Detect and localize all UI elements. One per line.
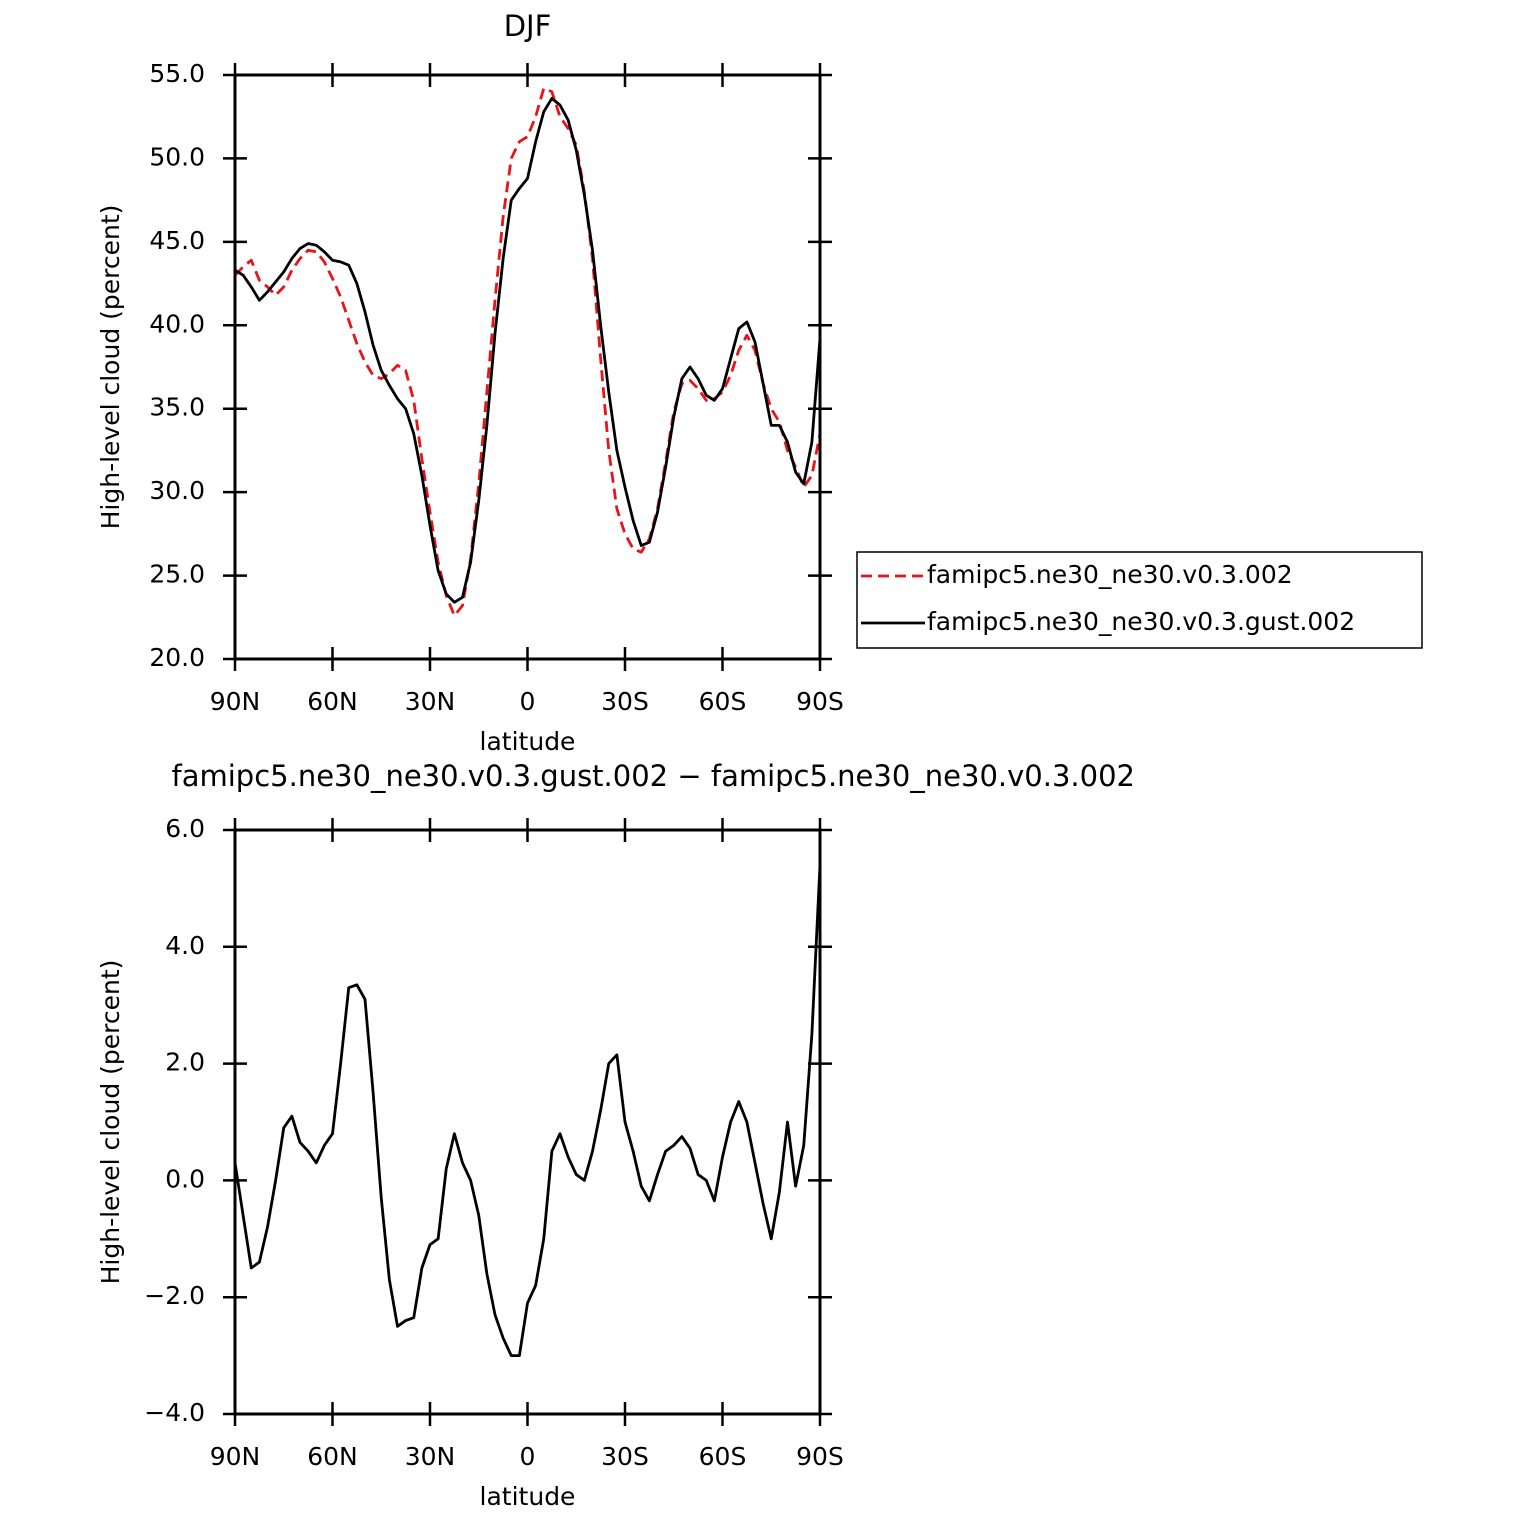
y-tick-label: 40.0 xyxy=(149,309,205,338)
plot-frame xyxy=(233,828,822,1416)
y-tick-label: 2.0 xyxy=(165,1048,205,1077)
y-tick-label: 35.0 xyxy=(149,393,205,422)
x-tick-label: 60S xyxy=(699,1442,747,1471)
x-tick-label: 90N xyxy=(210,1442,261,1471)
x-tick-label: 90S xyxy=(796,687,844,716)
series-line xyxy=(234,96,822,604)
chart-title: DJF xyxy=(504,9,552,43)
y-tick-label: 45.0 xyxy=(149,226,205,255)
x-tick-label: 30N xyxy=(405,687,456,716)
y-axis-label: High-level cloud (percent) xyxy=(96,960,125,1285)
plot-frame xyxy=(233,73,822,661)
y-tick-label: 50.0 xyxy=(149,142,205,171)
legend-label: famipc5.ne30_ne30.v0.3.gust.002 xyxy=(927,607,1355,636)
x-tick-label: 30S xyxy=(601,687,649,716)
y-tick-label: 0.0 xyxy=(165,1164,205,1193)
y-tick-label: 20.0 xyxy=(149,643,205,672)
y-tick-label: 6.0 xyxy=(165,814,205,843)
x-tick-label: 60N xyxy=(307,687,358,716)
x-tick-label: 30N xyxy=(405,1442,456,1471)
y-tick-label: 25.0 xyxy=(149,560,205,589)
x-tick-label: 90S xyxy=(796,1442,844,1471)
y-tick-label: −4.0 xyxy=(144,1398,205,1427)
y-tick-label: 30.0 xyxy=(149,476,205,505)
y-axis-label: High-level cloud (percent) xyxy=(96,205,125,530)
chart-title: famipc5.ne30_ne30.v0.3.gust.002 − famipc… xyxy=(172,759,1135,793)
x-tick-label: 0 xyxy=(520,1442,536,1471)
x-tick-label: 0 xyxy=(520,687,536,716)
series-line xyxy=(233,86,822,618)
y-tick-label: −2.0 xyxy=(144,1281,205,1310)
x-tick-label: 30S xyxy=(601,1442,649,1471)
panel: DJF latitude High-level cloud (percent) 20.… xyxy=(96,9,1423,756)
x-tick-label: 60S xyxy=(699,687,747,716)
y-tick-label: 55.0 xyxy=(149,59,205,88)
x-axis-label: latitude xyxy=(480,1482,576,1511)
series-line xyxy=(233,864,822,1357)
x-axis-label: latitude xyxy=(480,727,576,756)
legend-box xyxy=(856,551,1423,649)
x-tick-label: 60N xyxy=(307,1442,358,1471)
x-tick-label: 90N xyxy=(210,687,261,716)
panel: famipc5.ne30_ne30.v0.3.gust.002 − famipc… xyxy=(96,759,1135,1511)
y-tick-label: 4.0 xyxy=(165,931,205,960)
legend-label: famipc5.ne30_ne30.v0.3.002 xyxy=(927,560,1293,589)
